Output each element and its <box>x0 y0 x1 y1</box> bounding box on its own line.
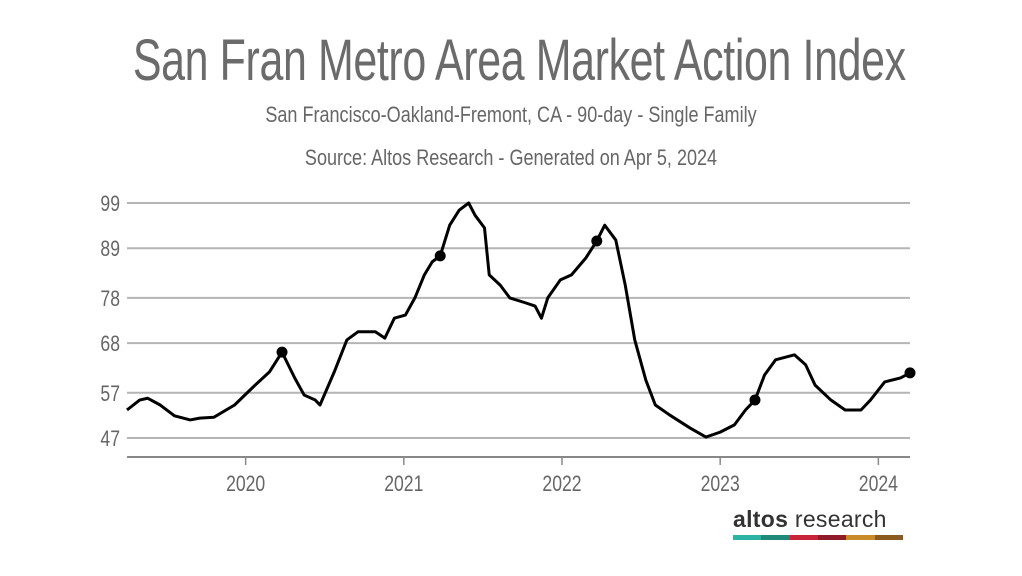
logo-bar-segment <box>761 535 790 540</box>
x-tick-label: 2023 <box>701 472 740 496</box>
logo-bar-segment <box>789 535 818 540</box>
chart-source: Source: Altos Research - Generated on Ap… <box>304 145 718 170</box>
x-tick-label: 2024 <box>859 472 898 496</box>
logo-bar-segment <box>874 535 903 540</box>
annual-marker <box>749 394 761 406</box>
annual-marker <box>591 235 603 247</box>
x-tick-label: 2020 <box>226 472 265 496</box>
logo-color-bar <box>733 535 903 540</box>
y-tick-label: 57 <box>100 382 120 406</box>
logo-bar-segment <box>733 535 762 540</box>
x-tick-label: 2022 <box>542 472 581 496</box>
y-tick-label: 47 <box>100 427 120 451</box>
chart-subtitle: San Francisco-Oakland-Fremont, CA - 90-d… <box>265 102 757 127</box>
logo-bar-segment <box>846 535 875 540</box>
series-line <box>126 201 911 439</box>
annual-marker <box>276 346 288 358</box>
altos-research-logo: altos research <box>733 506 903 540</box>
y-tick-label: 68 <box>100 332 120 356</box>
annual-marker <box>904 367 916 379</box>
logo-bold-text: altos <box>733 506 789 532</box>
y-tick-label: 99 <box>100 192 120 216</box>
logo-light-text: research <box>788 506 887 532</box>
y-tick-label: 78 <box>100 287 120 311</box>
annual-marker <box>434 250 446 262</box>
chart-title: San Fran Metro Area Market Action Index <box>132 28 906 93</box>
y-tick-label: 89 <box>100 237 120 261</box>
logo-bar-segment <box>817 535 847 540</box>
x-tick-label: 2021 <box>384 472 423 496</box>
